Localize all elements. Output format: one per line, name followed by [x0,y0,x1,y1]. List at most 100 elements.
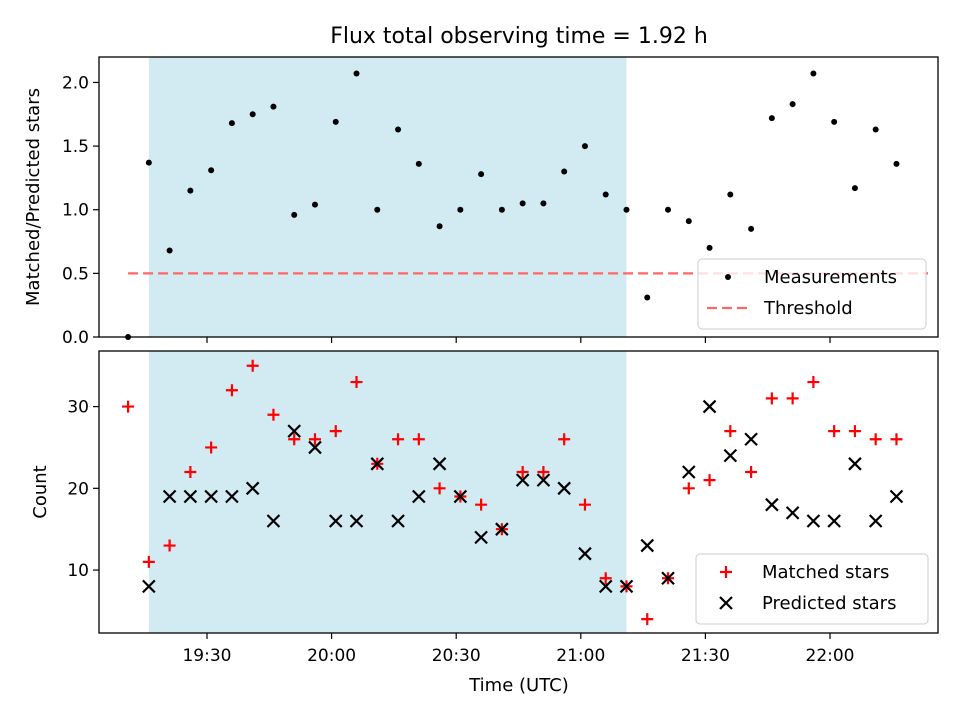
measurement-point [291,211,298,218]
matched-stars-point [122,400,135,413]
matched-stars-point [786,392,799,405]
matched-stars-point [205,441,218,454]
measurement-point [561,168,568,175]
predicted-stars-point [640,538,655,553]
predicted-stars-point [287,424,301,438]
legend-box [697,258,927,330]
x-tick-label: 20:30 [432,646,481,666]
predicted-stars-point [308,440,322,455]
matched-stars-point [246,359,259,372]
matched-stars-point [433,482,446,495]
matched-stars-point [475,498,488,511]
predicted-stars-point [204,489,218,504]
predicted-stars-point [432,457,447,471]
matched-stars-point [724,425,737,438]
predicted-stars-point [661,571,675,586]
matched-stars-point [558,433,571,446]
measurement-point [706,244,713,251]
matched-stars-point [578,498,591,511]
predicted-stars-point [598,579,613,594]
predicted-stars-point [868,514,883,528]
matched-stars-point [142,555,155,568]
matched-stars-point [828,425,841,438]
x-tick-label: 20:00 [307,646,356,666]
predicted-stars-point [578,546,592,561]
predicted-stars-point [765,497,779,512]
predicted-stars-point [827,514,841,528]
predicted-stars-point [848,457,862,471]
measurement-point [208,167,215,174]
matched-stars-point [308,433,321,446]
matched-stars-point [163,539,176,552]
matched-stars-point [807,376,820,389]
measurement-point [768,115,775,122]
predicted-stars-point [723,448,738,463]
y-tick-label: 0.5 [62,264,89,284]
measurement-point [498,206,505,213]
y-tick-label: 30 [67,398,89,418]
y-tick-label: 0.0 [62,328,89,348]
predicted-stars-point [245,481,260,496]
y-tick-label: 1.0 [62,201,89,221]
measurement-point [436,223,443,230]
predicted-stars-point [391,514,405,528]
predicted-stars-point [682,465,696,479]
measurement-point [623,206,630,213]
measurement-point [644,294,651,301]
measurement-point [581,143,588,150]
predicted-stars-point [785,506,800,520]
predicted-stars-point [162,489,177,504]
legend-label: Threshold [763,298,853,319]
predicted-stars-point [806,514,821,528]
predicted-stars-point [225,489,239,504]
matched-stars-point [412,433,425,446]
axes-frame [98,56,939,338]
measurement-point [872,126,879,133]
matched-stars-point [288,433,301,446]
matched-stars-point [184,465,197,478]
measurement-point [166,247,173,254]
observing-interval-shade [148,351,627,633]
predicted-stars-point [889,489,904,504]
predicted-stars-point [557,481,571,496]
y-tick-label: 1.5 [62,137,89,157]
measurement-point [228,120,235,127]
x-tick-label: 21:30 [681,646,730,666]
predicted-stars-point [536,473,551,487]
x-tick-label: 19:30 [182,646,231,666]
measurement-point [727,191,734,198]
legend-predicted-marker [719,596,733,610]
x-axis-label: Time (UTC) [468,675,569,696]
matched-stars-point [682,482,695,495]
measurement-point [457,206,464,213]
bottom-y-axis-label: Count [30,465,51,518]
predicted-stars-point [744,432,758,447]
matched-stars-point [537,465,550,478]
x-tick-label: 22:00 [806,646,855,666]
y-tick-label: 10 [67,561,89,581]
legend-label: Matched stars [762,562,889,583]
predicted-stars-point [328,514,343,528]
measurement-point [685,218,692,225]
predicted-stars-point [266,514,281,528]
matched-stars-point [225,384,238,397]
predicted-stars-point [453,489,468,504]
predicted-stars-point [142,579,156,594]
matched-stars-point [869,433,882,446]
matched-stars-point [267,408,280,421]
top-y-axis-label: Matched/Predicted stars [23,88,44,306]
y-tick-label: 2.0 [62,73,89,93]
legend-label: Predicted stars [762,593,896,614]
legend-box [695,553,929,625]
observing-interval-shade [148,57,627,337]
predicted-stars-point [702,399,717,414]
measurement-point [665,206,672,213]
measurement-point [311,201,318,208]
predicted-stars-point [515,473,530,487]
predicted-stars-point [370,457,385,471]
legend-measurements-marker [725,274,731,280]
measurement-point [395,126,402,133]
matched-stars-point [599,572,612,585]
measurement-point [332,118,339,125]
